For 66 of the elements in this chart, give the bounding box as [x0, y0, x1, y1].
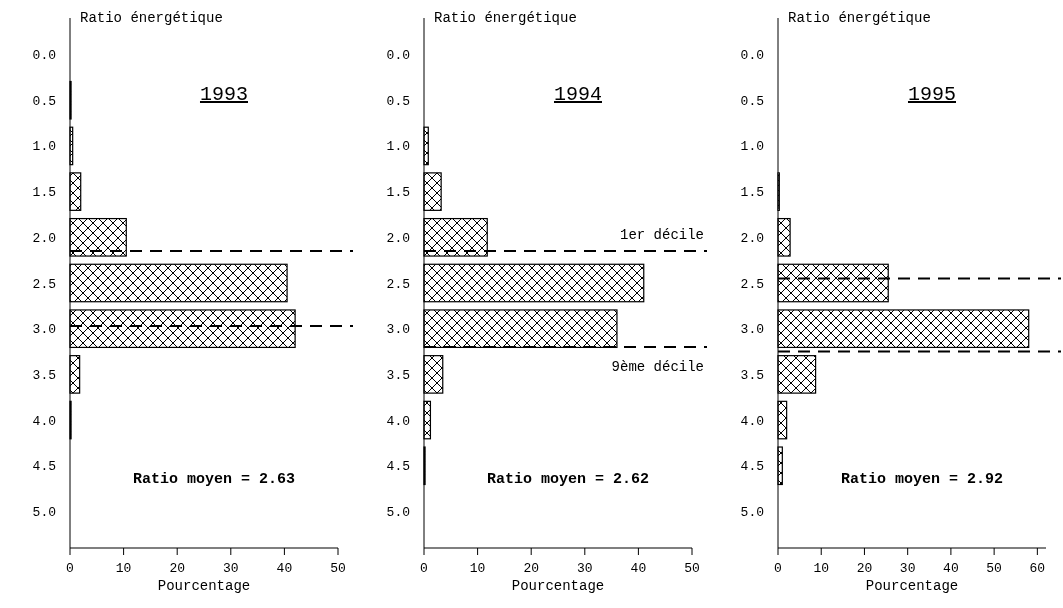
- x-tick-label: 40: [630, 561, 647, 576]
- x-tick-label: 0: [66, 561, 74, 576]
- text: 1994: [553, 83, 603, 106]
- x-tick-label: 30: [899, 561, 916, 576]
- x-tick-label: 20: [856, 561, 873, 576]
- y-tick-label: 5.0: [740, 505, 764, 520]
- ref-line-label: 1er décile: [619, 227, 704, 244]
- x-tick-label: 60: [1029, 561, 1046, 576]
- y-tick-label: 1.0: [386, 139, 410, 155]
- x-tick-label: 50: [684, 561, 700, 576]
- y-tick-label: 4.5: [32, 459, 56, 475]
- x-axis-title: Pourcentage: [157, 578, 251, 594]
- y-tick-label: 2.0: [740, 230, 764, 246]
- y-tick-label: 3.5: [740, 367, 764, 383]
- y-tick-label: 3.0: [386, 322, 410, 338]
- y-axis-title: Ratio énergétique: [434, 10, 577, 26]
- x-axis-title: Pourcentage: [511, 578, 605, 594]
- x-tick-label: 40: [943, 561, 959, 576]
- y-axis-title: Ratio énergétique: [788, 10, 931, 26]
- y-tick-label: 4.0: [740, 413, 764, 429]
- y-tick-label: 3.0: [740, 322, 764, 338]
- annotation: Ratio moyen = 2.62: [486, 471, 650, 489]
- y-tick-label: 1.5: [32, 185, 56, 201]
- y-tick-label: 5.0: [386, 505, 410, 520]
- y-axis-title: Ratio énergétique: [80, 10, 223, 26]
- x-tick-label: 30: [577, 561, 593, 576]
- y-tick-label: 3.0: [32, 322, 56, 338]
- x-tick-label: 50: [330, 561, 346, 576]
- y-tick-label: 0.0: [32, 48, 56, 64]
- y-tick-label: 0.5: [386, 93, 410, 109]
- y-tick-label: 1.5: [740, 185, 764, 201]
- y-tick-label: 0.0: [386, 48, 410, 64]
- annotation: Ratio moyen = 2.63: [132, 471, 296, 489]
- y-tick-label: 2.5: [740, 276, 764, 292]
- x-tick-label: 20: [523, 561, 539, 576]
- x-tick-label: 10: [469, 561, 486, 576]
- x-axis-title: Pourcentage: [865, 578, 959, 594]
- y-tick-label: 2.5: [386, 276, 410, 292]
- y-tick-label: 4.0: [32, 413, 56, 429]
- y-tick-label: 0.5: [740, 93, 764, 109]
- x-tick-label: 0: [774, 561, 782, 576]
- text: 1993: [199, 83, 249, 106]
- x-tick-label: 30: [223, 561, 239, 576]
- y-tick-label: 4.5: [386, 459, 410, 475]
- y-tick-label: 1.5: [386, 185, 410, 201]
- x-tick-label: 40: [276, 561, 293, 576]
- x-tick-label: 10: [813, 561, 830, 576]
- y-tick-label: 3.5: [32, 367, 56, 383]
- x-tick-label: 20: [169, 561, 185, 576]
- text: 1995: [907, 83, 957, 106]
- y-tick-label: 1.0: [32, 139, 56, 155]
- x-tick-label: 0: [420, 561, 428, 576]
- y-tick-label: 0.0: [740, 48, 764, 64]
- y-tick-label: 0.5: [32, 93, 56, 109]
- y-tick-label: 2.0: [32, 230, 56, 246]
- y-tick-label: 5.0: [32, 505, 56, 520]
- y-tick-label: 2.0: [386, 230, 410, 246]
- annotation: Ratio moyen = 2.92: [840, 471, 1004, 489]
- x-tick-label: 50: [986, 561, 1002, 576]
- y-tick-label: 4.5: [740, 459, 764, 475]
- y-tick-label: 1.0: [740, 139, 764, 155]
- y-tick-label: 2.5: [32, 276, 56, 292]
- y-tick-label: 3.5: [386, 367, 410, 383]
- x-tick-label: 10: [115, 561, 132, 576]
- y-tick-label: 4.0: [386, 413, 410, 429]
- ref-line-label: 9ème décile: [611, 358, 704, 375]
